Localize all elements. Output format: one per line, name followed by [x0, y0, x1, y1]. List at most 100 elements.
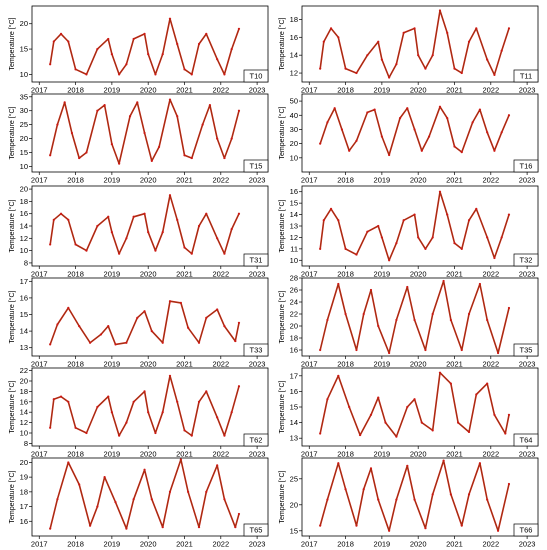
data-point: [478, 108, 482, 111]
x-tick-label: 2022: [482, 270, 499, 279]
y-tick-label: 19: [20, 473, 28, 482]
data-point: [471, 121, 474, 124]
data-point: [319, 432, 322, 435]
data-point: [103, 104, 106, 107]
data-point: [216, 58, 219, 61]
x-tick-label: 2023: [249, 360, 266, 369]
data-point: [413, 213, 416, 216]
x-tick-label: 2023: [249, 540, 266, 549]
y-tick-label: 15: [290, 199, 298, 208]
data-point: [467, 40, 471, 43]
data-point: [344, 488, 347, 491]
data-point: [388, 153, 391, 157]
data-point: [49, 243, 52, 246]
data-point: [107, 215, 110, 218]
y-tick-label: 11: [290, 244, 298, 253]
x-tick-label: 2022: [482, 176, 499, 185]
panel-t10: 10 15 20 2017 2018 2019 2020 2021 2022 2023 Temper…: [8, 5, 269, 95]
data-point: [143, 468, 146, 471]
data-point: [460, 71, 463, 75]
data-point: [413, 498, 416, 501]
data-point: [223, 73, 226, 76]
data-point: [187, 490, 190, 493]
y-axis-label: Temperature [°C]: [8, 470, 16, 523]
data-point: [507, 306, 511, 310]
x-tick-label: 2019: [104, 450, 121, 459]
data-point: [355, 348, 358, 352]
plot-frame: [301, 277, 539, 357]
data-point: [230, 137, 233, 140]
data-point: [128, 115, 132, 118]
data-point: [496, 351, 500, 355]
data-point: [500, 49, 503, 52]
data-point: [395, 63, 398, 66]
x-tick-label: 2019: [104, 540, 121, 549]
y-tick-label: 22: [290, 310, 298, 319]
data-point: [67, 400, 70, 403]
data-point: [125, 341, 128, 344]
plot-frame: [301, 457, 539, 537]
y-tick-label: 15: [290, 526, 298, 535]
data-point: [147, 231, 150, 234]
legend-box: [243, 253, 269, 267]
y-tick-label: 50: [290, 97, 298, 106]
x-tick-label: 2019: [374, 360, 391, 369]
legend-box: [243, 343, 269, 357]
data-point: [355, 524, 358, 527]
data-point: [500, 236, 503, 239]
y-tick-label: 30: [20, 106, 28, 115]
data-point: [176, 115, 179, 118]
x-tick-label: 2018: [67, 176, 84, 185]
data-point: [496, 529, 500, 532]
data-point: [431, 236, 434, 239]
x-tick-label: 2022: [212, 86, 229, 95]
panel-t66: 15 20 25 2017 2018 2019 2020 2021 2022 2023 Temper…: [278, 457, 539, 549]
x-tick-label: 2021: [176, 176, 193, 185]
y-tick-label: 20: [290, 322, 298, 331]
data-point: [67, 461, 70, 464]
data-point: [96, 47, 99, 51]
series-line-shade: [319, 280, 510, 355]
data-point: [56, 498, 59, 501]
x-tick-label: 2020: [140, 176, 157, 185]
data-point: [197, 224, 201, 228]
data-point: [486, 498, 489, 501]
x-tick-label: 2022: [212, 176, 229, 185]
y-tick-label: 14: [290, 210, 298, 219]
data-point: [417, 54, 420, 57]
y-tick-label: 14: [20, 408, 28, 417]
x-tick-label: 2019: [374, 86, 391, 95]
y-tick-label: 10: [20, 429, 28, 438]
y-tick-label: 20: [20, 377, 28, 386]
plot-frame: [31, 185, 269, 267]
y-axis-label: Temperature [°C]: [278, 17, 286, 70]
x-tick-label: 2019: [104, 270, 121, 279]
data-point: [78, 483, 81, 486]
data-point: [431, 312, 434, 316]
data-point: [319, 67, 322, 70]
x-tick-label: 2023: [519, 360, 536, 369]
y-axis-label: Temperature [°C]: [8, 290, 16, 343]
data-point: [143, 390, 146, 393]
data-point: [67, 218, 70, 221]
data-point: [507, 114, 511, 117]
data-point: [161, 526, 164, 529]
data-point: [168, 300, 172, 303]
data-point: [319, 142, 322, 145]
data-point: [223, 252, 226, 255]
legend-label: T16: [520, 162, 533, 171]
data-point: [446, 117, 449, 120]
data-point: [413, 318, 416, 322]
data-point: [406, 405, 409, 409]
data-point: [467, 493, 471, 496]
data-point: [355, 253, 358, 256]
data-point: [234, 339, 237, 343]
data-point: [132, 215, 135, 218]
data-point: [478, 282, 482, 286]
x-tick-label: 2020: [140, 270, 157, 279]
legend-box: [243, 69, 269, 83]
data-point: [216, 464, 219, 467]
panel-t64: 13 14 15 16 17 2017 2018 2019 2020 2021 2022 2023 Te…: [278, 367, 539, 459]
data-point: [442, 279, 445, 283]
x-tick-label: 2022: [212, 450, 229, 459]
